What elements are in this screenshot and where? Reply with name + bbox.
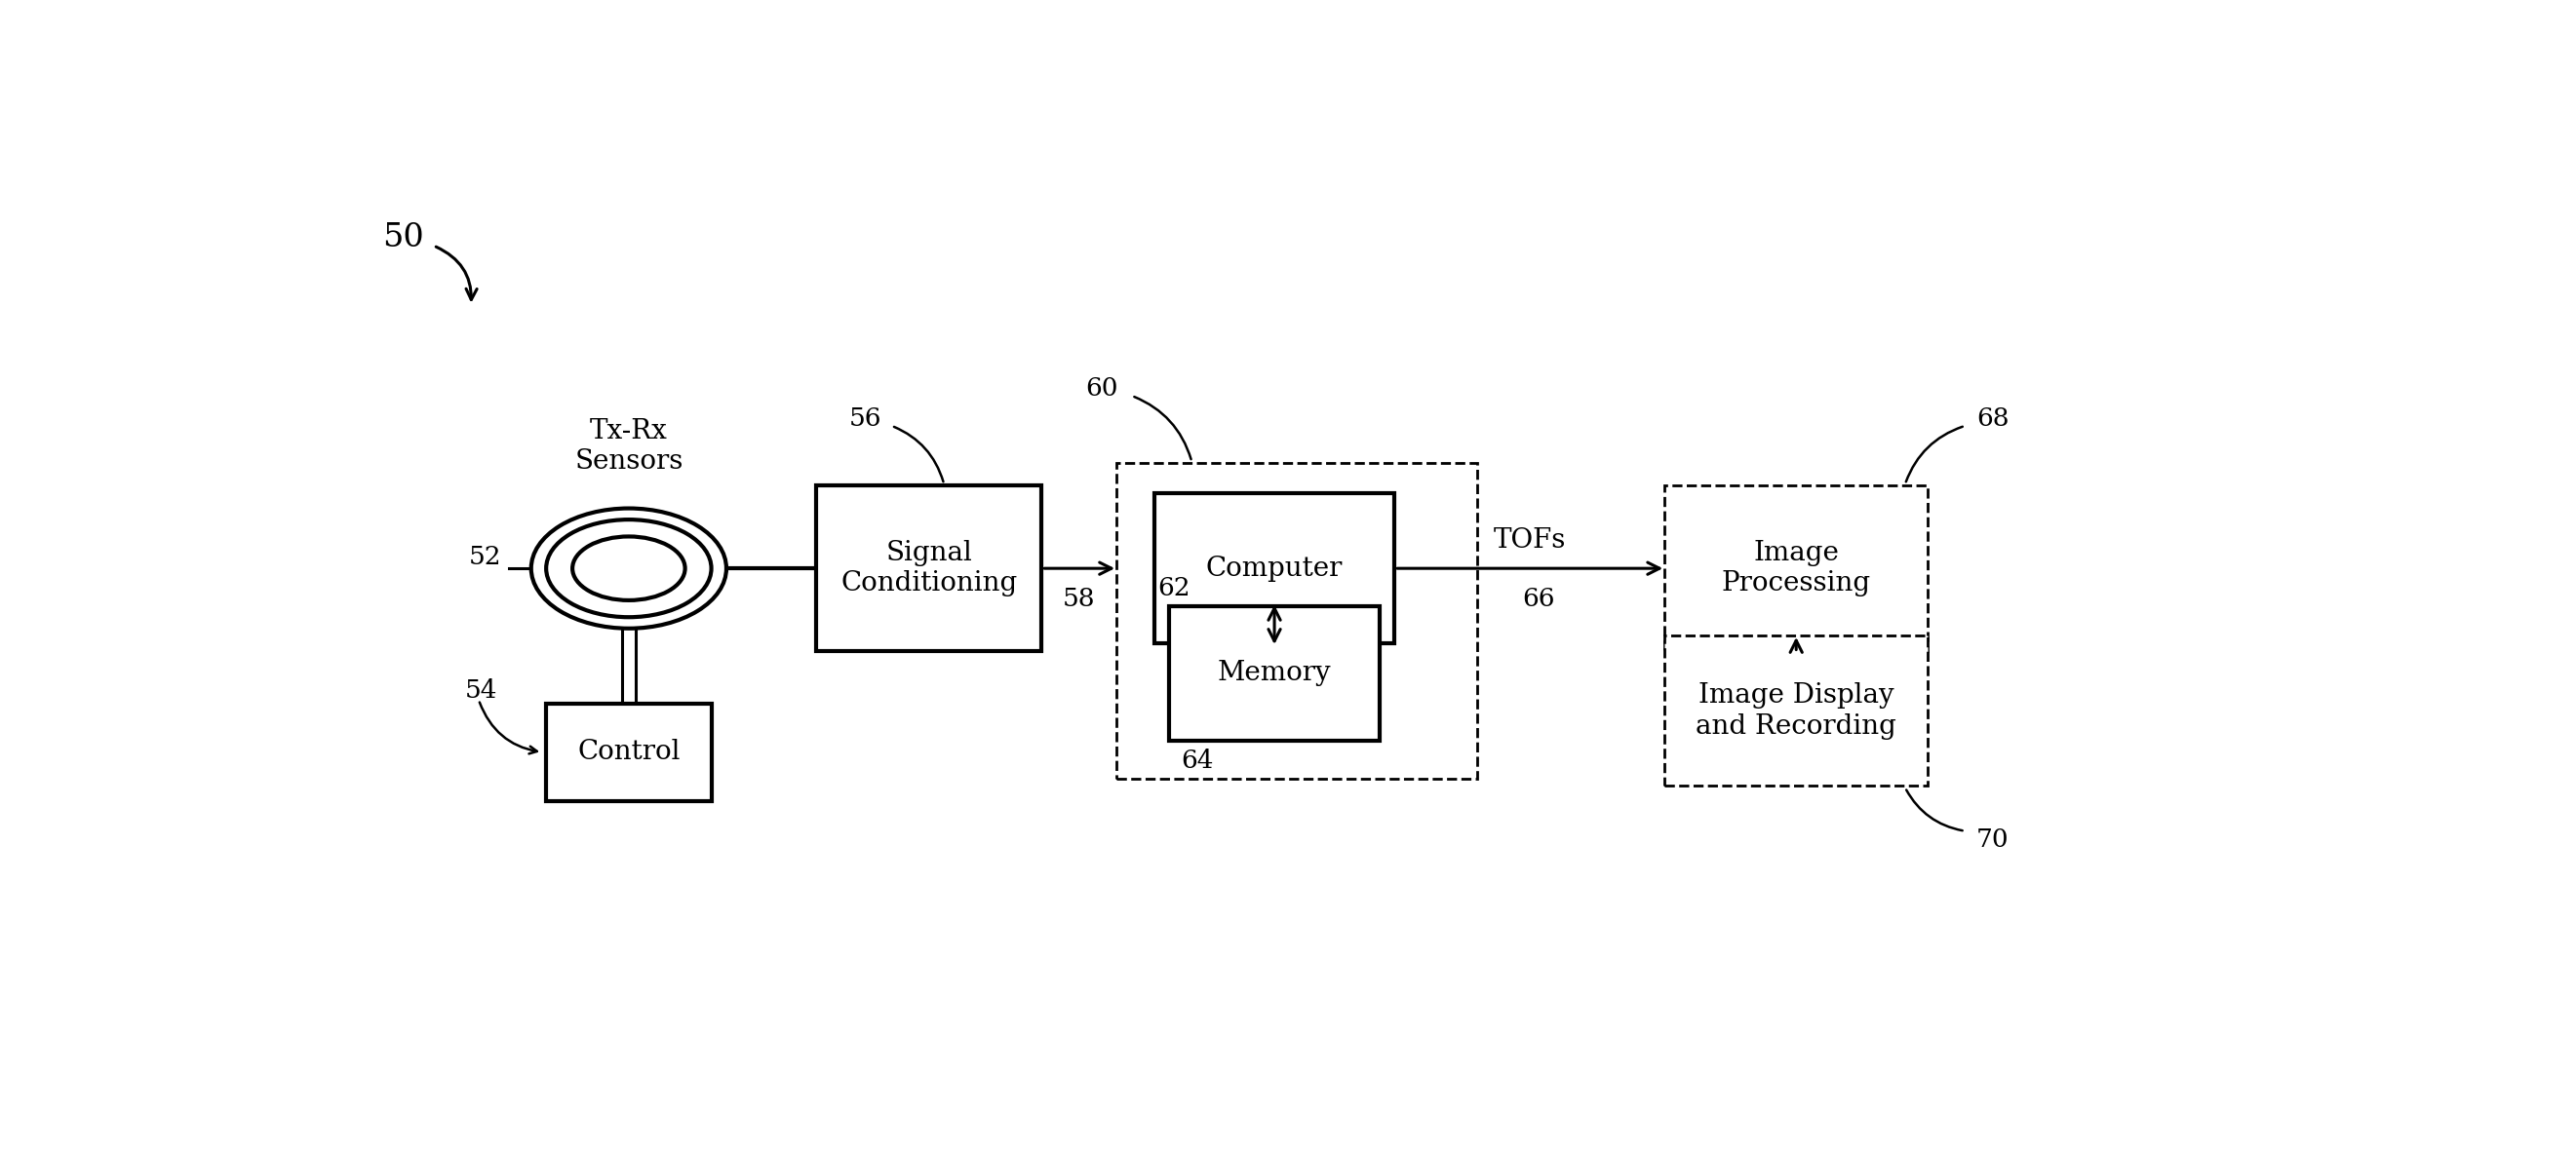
Text: Image
Processing: Image Processing (1721, 540, 1870, 597)
Text: 62: 62 (1159, 575, 1190, 600)
Text: 66: 66 (1522, 587, 1556, 611)
Text: TOFs: TOFs (1494, 527, 1566, 553)
Bar (1170, 606, 1381, 741)
Text: Computer: Computer (1206, 556, 1342, 581)
Bar (1118, 464, 1476, 778)
Text: 68: 68 (1976, 406, 2009, 430)
Ellipse shape (572, 536, 685, 601)
Text: 50: 50 (384, 223, 425, 254)
Text: Tx-Rx
Sensors: Tx-Rx Sensors (574, 417, 683, 475)
Ellipse shape (531, 508, 726, 628)
Text: 54: 54 (464, 678, 497, 703)
Text: 56: 56 (850, 406, 881, 430)
Text: 70: 70 (1976, 828, 2009, 852)
Bar (1154, 493, 1394, 643)
Text: Image Display
and Recording: Image Display and Recording (1695, 683, 1896, 739)
Text: Memory: Memory (1218, 661, 1332, 686)
Text: 64: 64 (1180, 748, 1213, 773)
Text: Control: Control (577, 739, 680, 766)
Text: 58: 58 (1064, 587, 1095, 611)
Bar (546, 703, 711, 801)
Bar (1664, 636, 1927, 786)
Bar (817, 485, 1041, 651)
Ellipse shape (546, 520, 711, 617)
Text: 60: 60 (1084, 376, 1118, 400)
Bar (1664, 485, 1927, 651)
Text: Signal
Conditioning: Signal Conditioning (840, 540, 1018, 597)
Text: 52: 52 (469, 545, 502, 570)
